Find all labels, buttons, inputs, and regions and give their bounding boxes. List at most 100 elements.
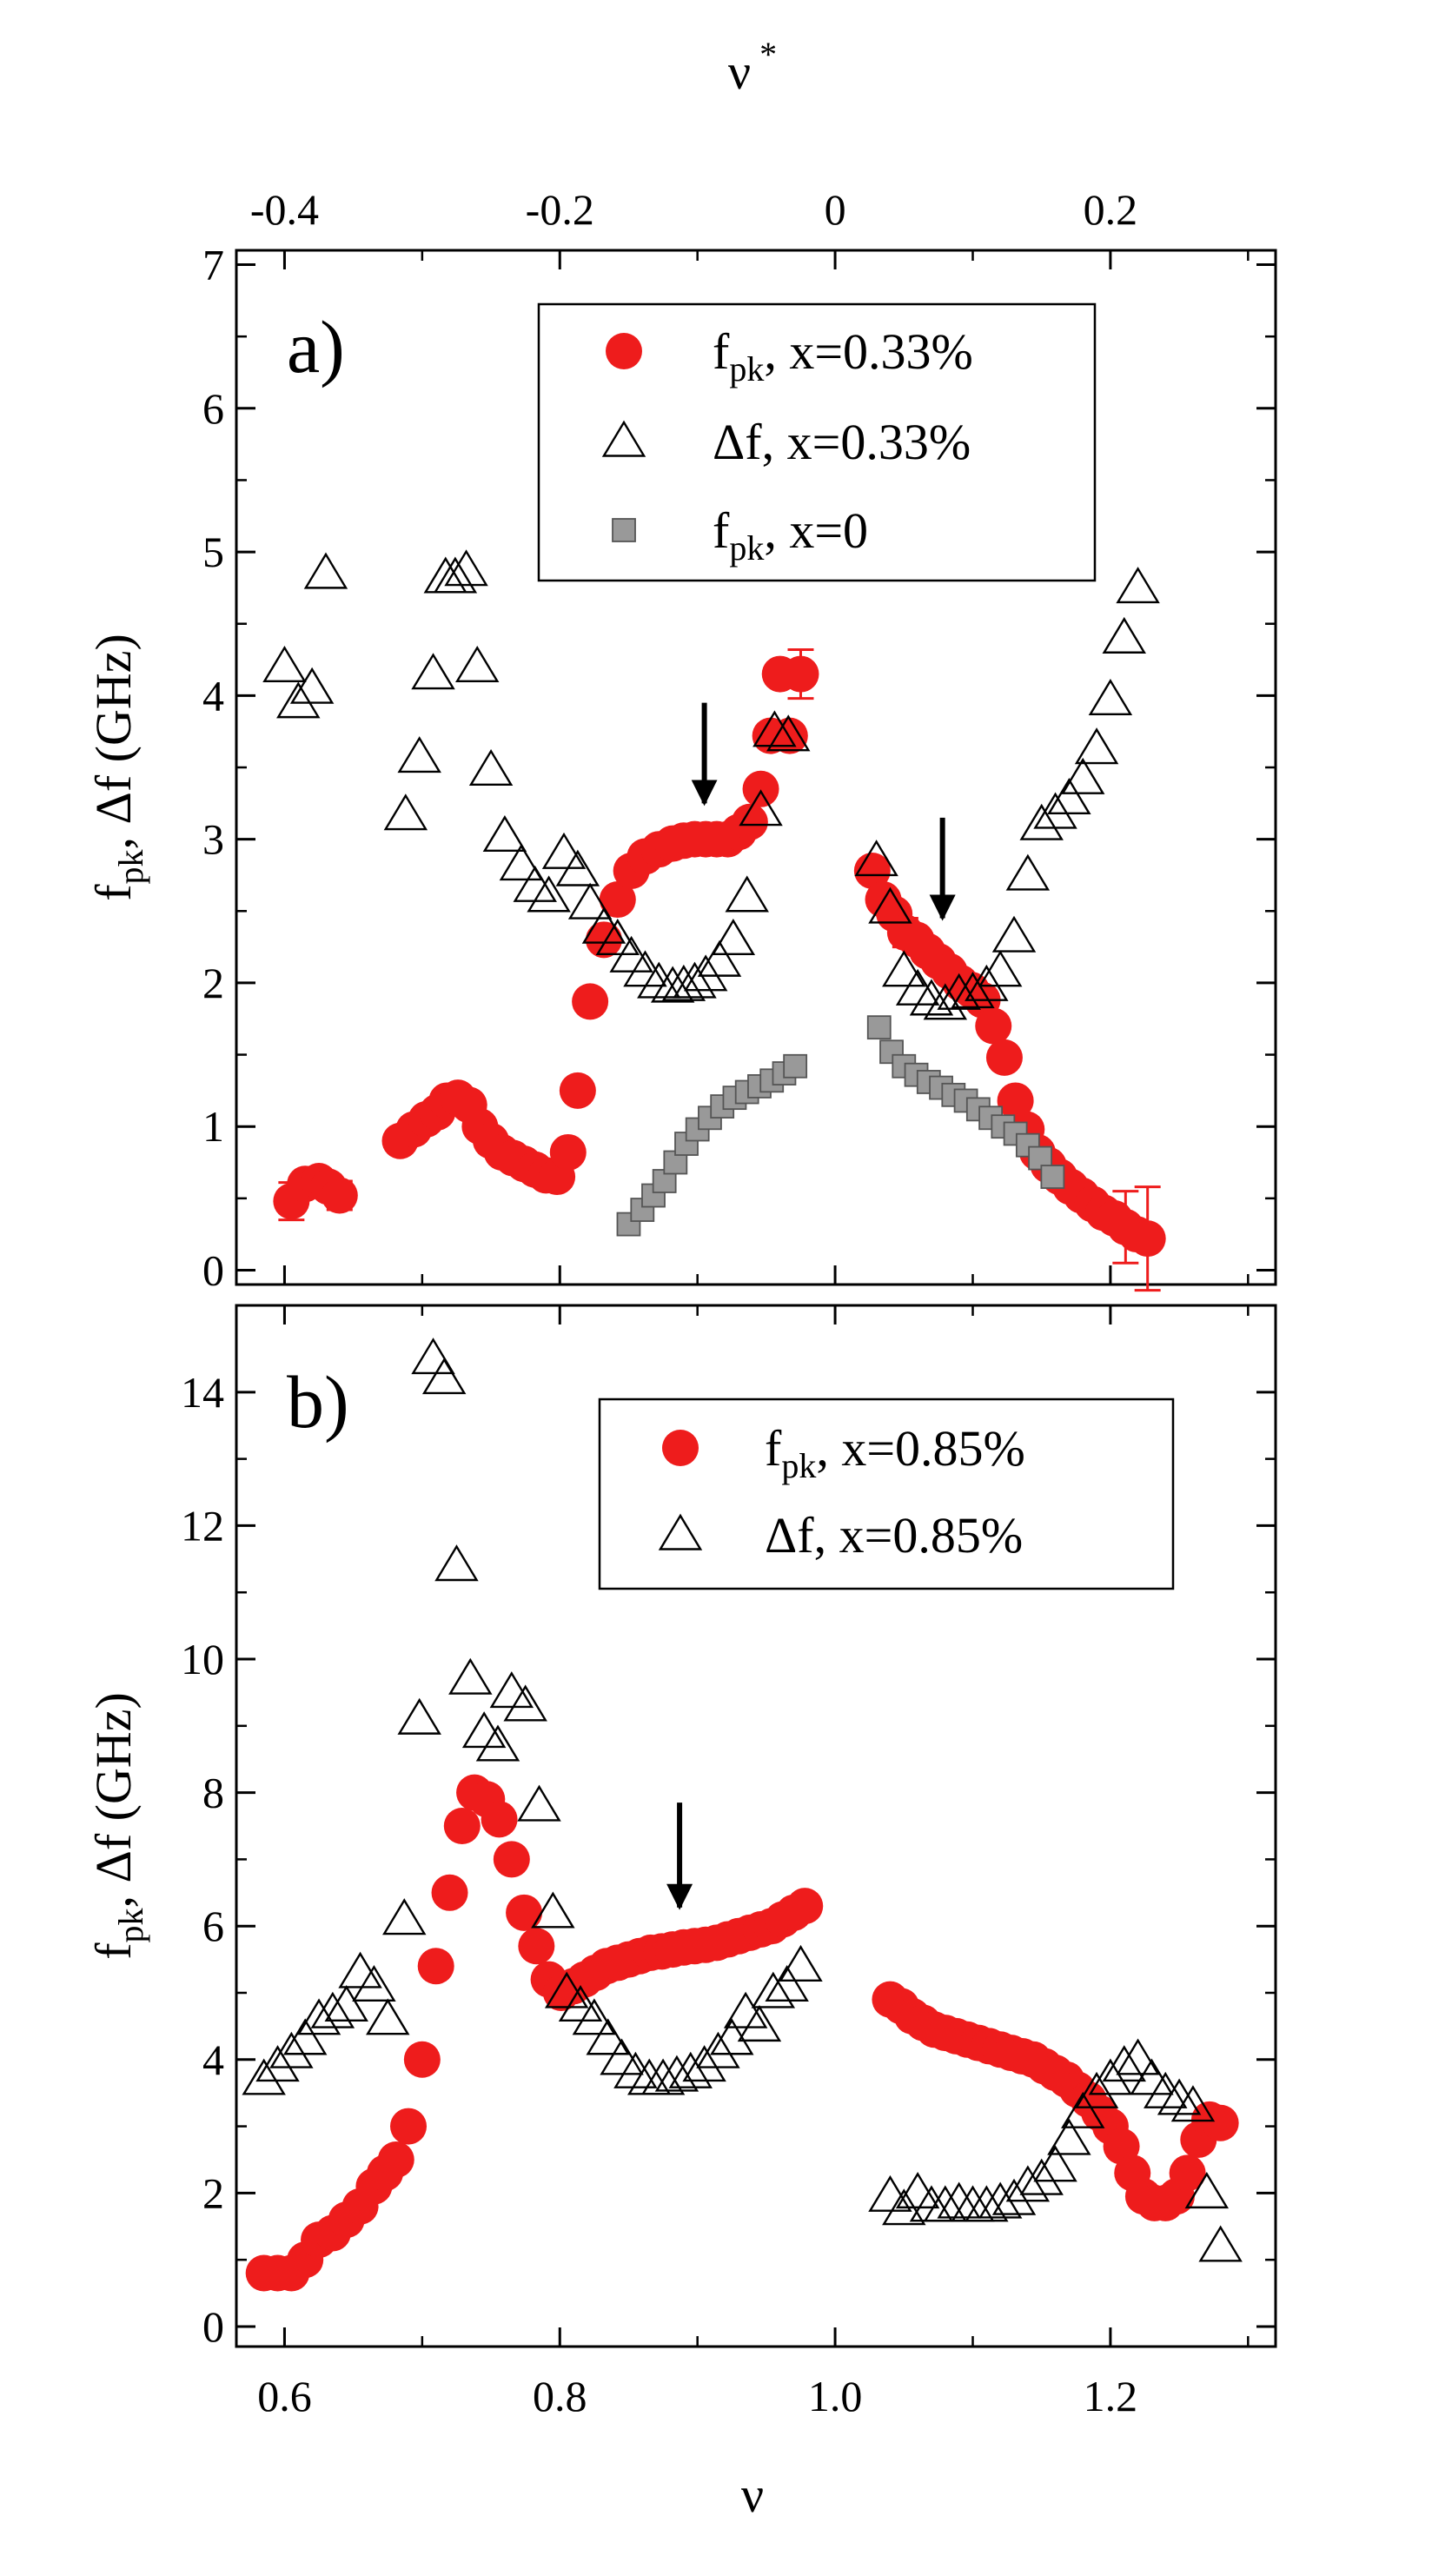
legend-label-subscript: pk [729,528,764,568]
data-point [1116,567,1160,604]
data-point [262,645,307,683]
top-axis-nu: ν [728,43,751,100]
data-point [338,1951,382,1988]
data-point [923,2185,968,2222]
data-point [303,552,348,589]
data-point [1074,727,1119,765]
series-triangle [262,549,1160,1020]
y-tick-label: 14 [181,1368,224,1417]
series-square [616,1015,1065,1237]
y-tick-label: 6 [202,384,224,433]
y-label-rest: , Δf (GHz) [85,1692,142,1908]
data-point [765,1964,809,2002]
y-tick-label: 0 [202,2302,224,2351]
data-point [978,950,1023,987]
data-point [417,1948,454,1985]
data-point [558,1985,603,2022]
data-point [710,2018,754,2055]
y-tick-label: 4 [202,2035,224,2084]
data-point [242,2058,286,2095]
data-point [739,789,783,827]
legend-label: Δf, x=0.85% [765,1507,1023,1564]
legend-label-rest: , x=0.33% [764,323,973,380]
data-point [723,1991,768,2028]
legend-label-main: Δf [765,1507,814,1564]
legend-label-main: Δf [713,414,762,470]
series-circle [245,1774,1239,2292]
plot-frame [235,1304,1277,2348]
data-point [1157,2078,1202,2115]
y-label-f: f [85,884,142,901]
data-point [965,964,1009,1001]
data-point [654,2055,699,2092]
data-point [1047,778,1091,815]
top-tick-label: -0.4 [250,185,319,234]
legend-label: fpk, x=0 [713,502,868,568]
data-point [1005,2165,1051,2202]
y-axis-label: fpk, Δf (GHz) [85,1692,150,1960]
data-point [866,1015,892,1040]
data-point [585,921,622,959]
data-point [731,803,768,840]
data-point [991,915,1037,953]
legend-label-main: f [713,502,730,559]
data-point [1005,853,1051,891]
data-point [403,2041,441,2078]
legend-marker-triangle [601,420,646,457]
data-point [975,1007,1012,1045]
data-point [951,972,995,1009]
data-point [1033,2145,1077,2182]
data-point [786,1888,824,1925]
data-point [640,2058,686,2095]
data-point [448,1657,493,1695]
data-point [411,653,455,690]
data-point [421,1358,467,1395]
x-tick-label: 0.8 [533,2372,587,2420]
data-point [1102,2045,1146,2082]
data-point [637,961,681,999]
data-point [991,2178,1037,2215]
data-point [482,815,527,853]
data-point [282,2018,328,2055]
y-label-rest: , Δf (GHz) [85,634,142,849]
data-point [854,840,898,877]
data-point [937,2181,981,2219]
data-point [782,655,819,693]
top-axis-superscript: * [759,35,777,74]
legend-label-main: f [765,1420,782,1477]
panel-label: a) [287,305,345,388]
data-point [276,681,321,719]
x-axis-label: ν [741,2466,764,2523]
data-point [527,875,571,913]
y-tick-label: 5 [202,528,224,576]
data-point [599,881,636,919]
data-point [518,1928,555,1965]
data-point [1019,2158,1064,2195]
data-point [517,1784,561,1822]
data-point [567,882,613,920]
data-point [1088,2058,1133,2095]
data-point [779,1944,823,1982]
series-circle [273,647,1166,1292]
data-point [1019,803,1064,840]
data-point [1184,2172,1230,2209]
data-point [411,1338,455,1375]
data-point [481,1801,518,1838]
x-tick-label: 1.0 [808,2372,863,2420]
y-tick-label: 2 [202,959,224,1007]
legend-label-rest: , x=0.85% [814,1507,1024,1564]
data-point [434,1544,479,1582]
top-tick-label: -0.2 [526,185,594,234]
data-point [444,549,488,587]
legend-marker-square [612,518,636,542]
top-axis-label: ν * [728,35,777,100]
y-label-subscript: pk [111,1908,150,1942]
data-point [397,1697,441,1735]
data-point [377,2141,414,2178]
data-point [559,1072,596,1109]
legend: fpk, x=0.33%Δf, x=0.33%fpk, x=0 [537,302,1097,582]
top-tick-label: 0 [825,185,846,234]
data-point [1130,2058,1174,2095]
y-tick-label: 8 [202,1769,224,1817]
